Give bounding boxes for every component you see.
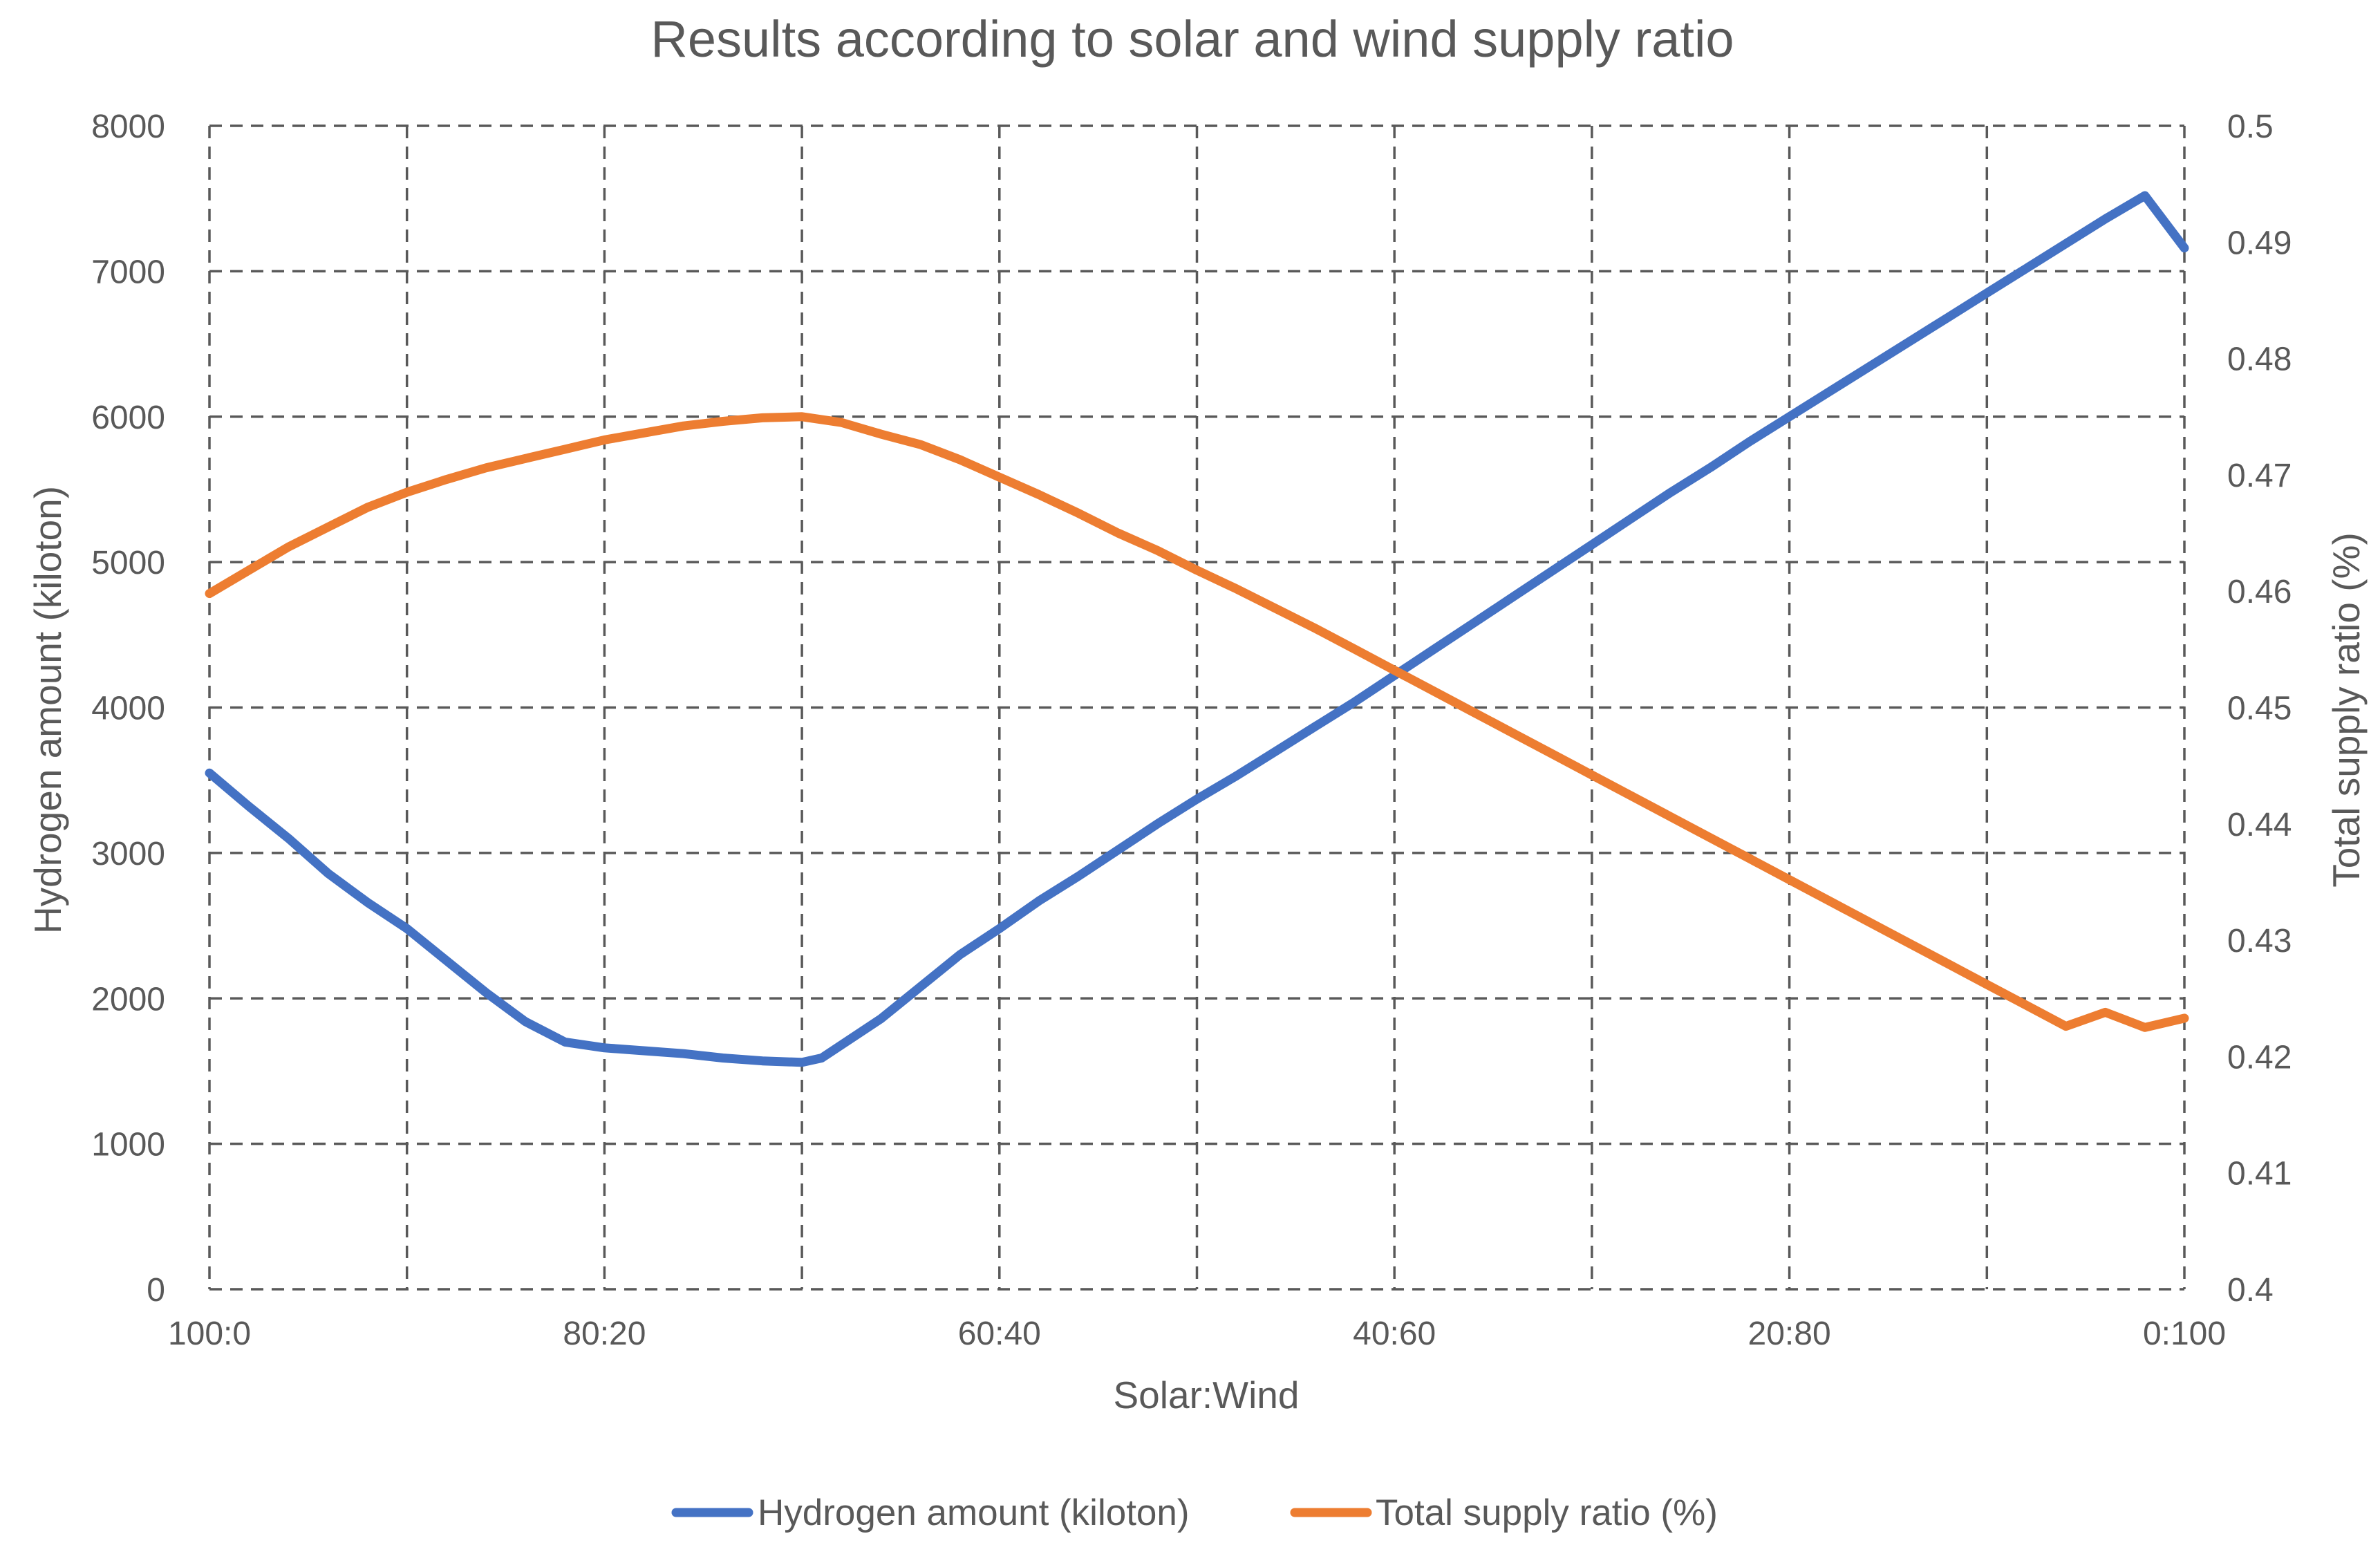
x-tick-label: 0:100 [2143,1316,2226,1352]
y-tick-label: 2000 [91,981,165,1018]
y2-tick-label: 0.41 [2227,1156,2292,1192]
y-tick-label: 3000 [91,836,165,872]
gridlines [208,124,2186,1291]
y2-axis-ticks: 0.4 0.41 0.42 0.43 0.44 0.45 0.46 0.47 0.48 0.49 0… [2227,109,2292,1309]
y2-tick-label: 0.47 [2227,458,2292,494]
x-tick-label: 100:0 [168,1316,251,1352]
x-tick-label: 60:40 [958,1316,1041,1352]
y-tick-label: 7000 [91,254,165,290]
y-tick-label: 4000 [91,691,165,727]
y-tick-label: 1000 [91,1127,165,1163]
legend-label-supply-ratio: Total supply ratio (%) [1376,1492,1718,1533]
series-line-hydrogen [205,191,2189,1067]
y2-axis-label: Total supply ratio (%) [2325,532,2368,888]
plot-series [205,191,2189,1067]
y-axis-ticks: 0 1000 2000 3000 4000 5000 6000 7000 8000 [91,109,165,1309]
y2-tick-label: 0.46 [2227,574,2292,610]
x-tick-label: 80:20 [563,1316,646,1352]
y-tick-label: 8000 [91,109,165,145]
x-tick-label: 40:60 [1353,1316,1436,1352]
series-line-supply-ratio [205,412,2189,1032]
y2-tick-label: 0.49 [2227,225,2292,261]
x-axis-ticks: 100:0 80:20 60:40 40:60 20:80 0:100 [168,1316,2226,1352]
y-tick-label: 6000 [91,400,165,436]
y2-tick-label: 0.4 [2227,1272,2274,1309]
y-tick-label: 5000 [91,545,165,581]
y2-tick-label: 0.43 [2227,923,2292,959]
y2-tick-label: 0.5 [2227,109,2274,145]
chart-title: Results according to solar and wind supp… [650,10,1734,68]
legend: Hydrogen amount (kiloton) Total supply r… [671,1492,1718,1533]
x-tick-label: 20:80 [1748,1316,1831,1352]
x-axis-label: Solar:Wind [1114,1374,1300,1416]
y2-tick-label: 0.44 [2227,807,2292,843]
y2-tick-label: 0.42 [2227,1039,2292,1076]
y2-tick-label: 0.48 [2227,341,2292,378]
legend-label-hydrogen: Hydrogen amount (kiloton) [758,1492,1190,1533]
y-axis-label: Hydrogen amount (kiloton) [26,486,69,934]
y-tick-label: 0 [147,1272,165,1309]
y2-tick-label: 0.45 [2227,691,2292,727]
